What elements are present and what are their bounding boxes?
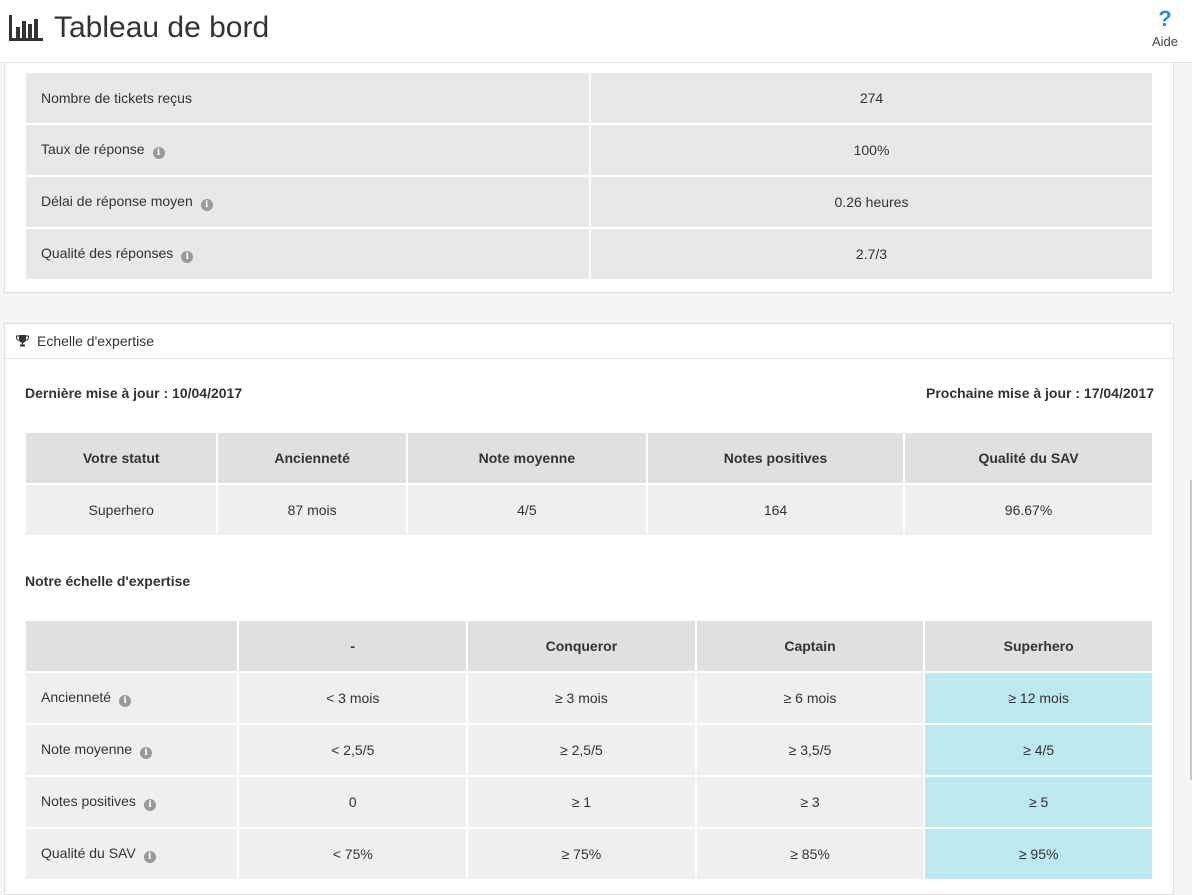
stat-label: Nombre de tickets reçus — [26, 73, 589, 123]
table-row: Ancienneté i < 3 mois ≥ 3 mois ≥ 6 mois ≥… — [26, 673, 1152, 723]
stats-panel: Nombre de tickets reçus 274 Taux de répo… — [4, 63, 1174, 293]
help-button[interactable]: ? Aide — [1148, 6, 1182, 49]
next-update: Prochaine mise à jour : 17/04/2017 — [925, 385, 1154, 401]
column-header: - — [239, 621, 467, 671]
table-row: Notes positives i 0 ≥ 1 ≥ 3 ≥ 5 — [26, 777, 1152, 827]
stat-label-text: Délai de réponse moyen — [41, 193, 193, 209]
info-icon[interactable]: i — [181, 251, 194, 263]
stat-label-text: Taux de réponse — [41, 141, 145, 157]
table-cell: ≥ 3 — [696, 777, 924, 827]
row-label: Qualité du SAV i — [26, 829, 238, 879]
table-cell: 164 — [647, 485, 904, 535]
panel-heading-title: Echelle d'expertise — [37, 333, 155, 349]
scale-table: - Conqueror Captain Superhero Ancienneté… — [24, 619, 1154, 881]
column-header: Ancienneté — [218, 433, 406, 483]
info-icon[interactable]: i — [143, 851, 156, 863]
info-icon[interactable]: i — [200, 199, 213, 211]
stat-label: Qualité des réponses i — [26, 229, 589, 279]
bar-chart-icon — [9, 15, 43, 41]
table-cell: 96.67% — [905, 485, 1152, 535]
table-row: Qualité du SAV i < 75% ≥ 75% ≥ 85% ≥ 95% — [26, 829, 1152, 879]
stat-label: Taux de réponse i — [26, 125, 589, 175]
table-cell: 87 mois — [218, 485, 406, 535]
stats-table: Nombre de tickets reçus 274 Taux de répo… — [24, 71, 1154, 281]
stat-value: 2.7/3 — [591, 229, 1152, 279]
table-row: Nombre de tickets reçus 274 — [26, 73, 1152, 123]
trophy-icon — [16, 335, 29, 347]
scrollbar[interactable] — [1190, 480, 1192, 780]
table-cell: 0 — [239, 777, 467, 827]
table-cell: ≥ 3 mois — [468, 673, 695, 723]
stat-label-text: Qualité des réponses — [41, 245, 174, 261]
row-label-text: Ancienneté — [41, 689, 112, 705]
stat-label-text: Nombre de tickets reçus — [41, 90, 192, 106]
expertise-panel: Echelle d'expertise Dernière mise à jour… — [4, 323, 1174, 895]
column-header: Captain — [696, 621, 924, 671]
table-cell: ≥ 2,5/5 — [468, 725, 695, 775]
table-cell: 4/5 — [407, 485, 646, 535]
column-header: Notes positives — [647, 433, 904, 483]
stat-value: 100% — [591, 125, 1152, 175]
info-icon[interactable]: i — [119, 695, 132, 707]
scale-title: Notre échelle d'expertise — [25, 573, 191, 589]
stat-value: 274 — [591, 73, 1152, 123]
highlighted-cell: ≥ 12 mois — [925, 673, 1152, 723]
table-cell: < 3 mois — [239, 673, 467, 723]
stat-label: Délai de réponse moyen i — [26, 177, 589, 227]
row-label: Note moyenne i — [26, 725, 238, 775]
column-header: Conqueror — [468, 621, 695, 671]
table-row: Délai de réponse moyen i 0.26 heures — [26, 177, 1152, 227]
last-update: Dernière mise à jour : 10/04/2017 — [25, 385, 243, 401]
table-row: Superhero 87 mois 4/5 164 96.67% — [26, 485, 1152, 535]
column-header: Superhero — [925, 621, 1152, 671]
table-row: Taux de réponse i 100% — [26, 125, 1152, 175]
table-row: Note moyenne i < 2,5/5 ≥ 2,5/5 ≥ 3,5/5 ≥ … — [26, 725, 1152, 775]
info-icon[interactable]: i — [143, 799, 156, 811]
table-cell: < 75% — [239, 829, 467, 879]
status-table: Votre statut Ancienneté Note moyenne Not… — [24, 431, 1154, 537]
table-cell: Superhero — [26, 485, 217, 535]
row-label-text: Note moyenne — [41, 741, 133, 757]
top-bar: Tableau de bord ? Aide — [0, 0, 1192, 63]
table-cell: ≥ 75% — [468, 829, 695, 879]
table-header-row: Votre statut Ancienneté Note moyenne Not… — [26, 433, 1152, 483]
table-cell: < 2,5/5 — [239, 725, 467, 775]
column-header: Note moyenne — [407, 433, 646, 483]
row-label: Ancienneté i — [26, 673, 238, 723]
page-title: Tableau de bord — [54, 11, 270, 44]
highlighted-cell: ≥ 5 — [925, 777, 1152, 827]
row-label: Notes positives i — [26, 777, 238, 827]
highlighted-cell: ≥ 95% — [925, 829, 1152, 879]
table-cell: ≥ 85% — [696, 829, 924, 879]
column-header: Votre statut — [26, 433, 217, 483]
help-label[interactable]: Aide — [1151, 34, 1179, 49]
row-label-text: Notes positives — [41, 793, 136, 809]
highlighted-cell: ≥ 4/5 — [925, 725, 1152, 775]
column-header: Qualité du SAV — [905, 433, 1152, 483]
table-cell: ≥ 6 mois — [696, 673, 924, 723]
stat-value: 0.26 heures — [591, 177, 1152, 227]
table-cell: ≥ 1 — [468, 777, 695, 827]
question-icon[interactable]: ? — [1158, 6, 1172, 31]
table-row: Qualité des réponses i 2.7/3 — [26, 229, 1152, 279]
panel-heading: Echelle d'expertise — [5, 324, 1173, 359]
column-header — [26, 621, 238, 671]
info-icon[interactable]: i — [140, 747, 153, 759]
info-icon[interactable]: i — [152, 147, 165, 159]
row-label-text: Qualité du SAV — [41, 845, 136, 861]
table-header-row: - Conqueror Captain Superhero — [26, 621, 1152, 671]
table-cell: ≥ 3,5/5 — [696, 725, 924, 775]
